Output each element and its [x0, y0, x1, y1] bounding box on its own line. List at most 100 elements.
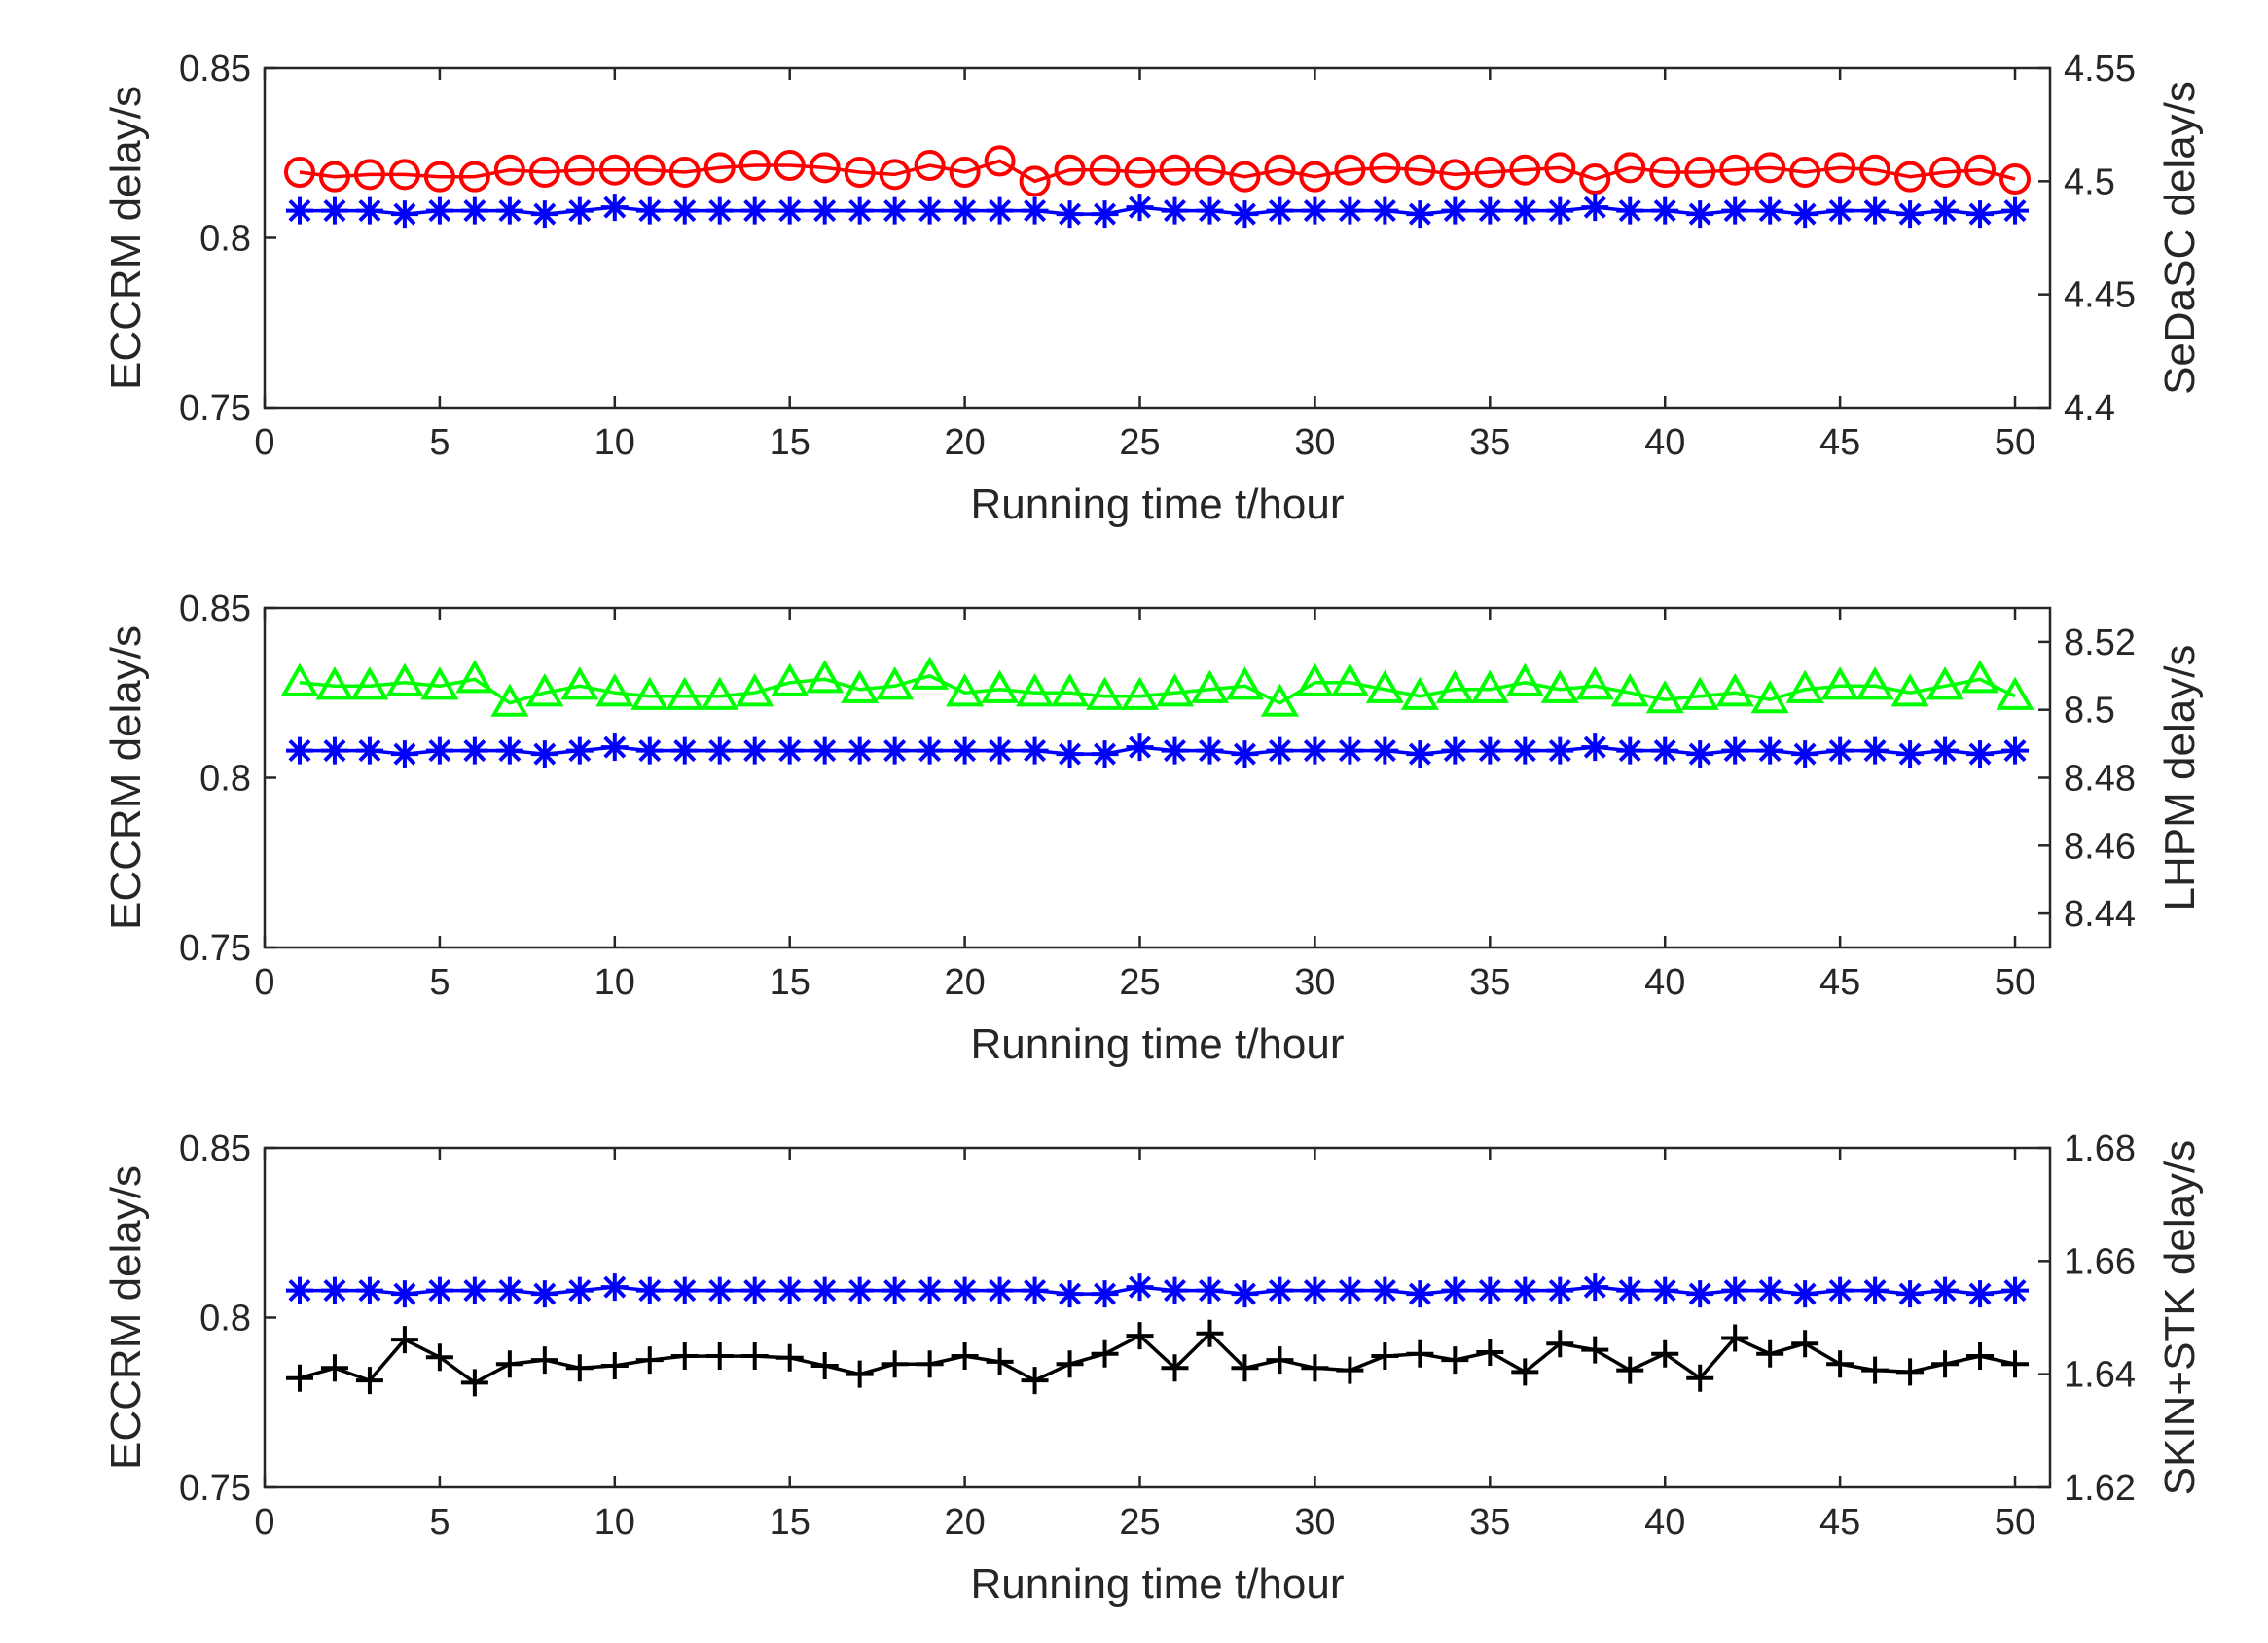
data-point	[1966, 740, 1995, 768]
data-point	[460, 736, 488, 765]
data-point	[705, 736, 734, 765]
x-tick-label: 45	[1819, 962, 1860, 1003]
data-point	[1054, 154, 1086, 186]
data-point	[1229, 161, 1261, 193]
chart-panel-2: 0 5 10 15 20 25 30 35 40 45 50 0.75 0.8 0.85 8.44 8.46 8…	[102, 589, 2204, 1068]
plot-frame	[263, 66, 2052, 410]
data-point	[1474, 157, 1506, 189]
data-point	[1371, 196, 1399, 225]
x-tick-label: 0	[254, 1502, 274, 1543]
data-point	[530, 1346, 558, 1375]
data-point	[740, 1276, 769, 1304]
data-point	[1406, 740, 1434, 768]
x-tick-label: 15	[770, 422, 810, 463]
data-point	[285, 1364, 313, 1392]
data-point	[916, 196, 944, 225]
data-point	[425, 736, 453, 765]
data-point	[1371, 1342, 1399, 1371]
data-point	[530, 200, 558, 229]
data-point	[1791, 1280, 1819, 1308]
series-line	[299, 673, 2016, 705]
data-point	[1404, 154, 1436, 186]
data-point	[1511, 196, 1539, 225]
data-point	[846, 1276, 874, 1304]
data-point	[1439, 159, 1471, 191]
data-point	[390, 200, 418, 229]
data-point	[1016, 673, 1055, 707]
y-axis-title-right: SeDaSC delay/s	[2156, 81, 2204, 395]
x-tick-label: 40	[1644, 1502, 1685, 1543]
data-point	[385, 662, 424, 696]
x-tick-label: 35	[1469, 962, 1510, 1003]
data-point	[775, 1343, 804, 1372]
data-point	[1406, 1280, 1434, 1308]
data-point	[355, 196, 383, 225]
data-point	[458, 161, 490, 193]
x-tick-label: 5	[429, 962, 450, 1003]
data-point	[355, 1367, 383, 1395]
data-point	[1721, 196, 1749, 225]
data-point	[1651, 736, 1679, 765]
data-point	[810, 736, 839, 765]
data-point	[630, 676, 669, 710]
y-tick-label-left: 0.75	[179, 388, 251, 429]
data-point	[986, 1347, 1014, 1375]
data-point	[1301, 736, 1329, 765]
data-point	[1476, 1338, 1504, 1366]
data-point	[390, 1280, 418, 1308]
data-point	[1931, 1276, 1960, 1304]
data-point	[986, 736, 1014, 765]
data-point	[1126, 194, 1154, 222]
data-point	[775, 1276, 804, 1304]
data-point	[315, 666, 354, 700]
data-point	[1091, 200, 1119, 229]
y-tick-label-right: 1.62	[2064, 1468, 2136, 1509]
data-point	[1931, 1350, 1960, 1378]
data-point	[1791, 1330, 1819, 1358]
data-point	[775, 736, 804, 765]
data-point	[1196, 1319, 1224, 1347]
data-point	[740, 736, 769, 765]
data-point	[388, 159, 420, 191]
data-point	[881, 1276, 909, 1304]
data-point	[1406, 1339, 1434, 1368]
data-point	[495, 196, 523, 225]
data-point	[1890, 673, 1929, 707]
data-point	[1266, 1346, 1294, 1375]
data-point	[635, 1346, 664, 1375]
data-point	[600, 1273, 629, 1302]
data-point	[1999, 163, 2032, 196]
data-point	[809, 152, 841, 184]
y-tick-label-right: 8.52	[2064, 623, 2136, 663]
chart-panel-1: 0 5 10 15 20 25 30 35 40 45 50 0.75 0.8 0.85 4.4 4.45 4.…	[102, 49, 2204, 528]
data-point	[1301, 196, 1329, 225]
data-point	[986, 1276, 1014, 1304]
data-point	[1616, 736, 1644, 765]
data-point	[1196, 196, 1224, 225]
data-point	[420, 666, 459, 700]
data-point	[946, 673, 985, 707]
data-point	[1056, 740, 1084, 768]
y-tick-label-right: 8.44	[2064, 894, 2136, 935]
data-point	[1190, 669, 1230, 703]
data-point	[1756, 196, 1784, 225]
y-tick-label-left: 0.8	[199, 1299, 251, 1339]
data-point	[1546, 1330, 1574, 1358]
data-point	[1546, 736, 1574, 765]
data-point	[320, 1276, 348, 1304]
data-point	[635, 1276, 664, 1304]
data-point	[668, 157, 701, 189]
data-point	[495, 736, 523, 765]
data-point	[841, 669, 880, 703]
y-axis-title-right: SKIN+STK delay/s	[2156, 1140, 2204, 1496]
data-point	[1266, 196, 1294, 225]
y-tick-label-right: 8.48	[2064, 759, 2136, 800]
data-point	[1509, 154, 1541, 186]
data-point	[1931, 196, 1960, 225]
data-point	[986, 196, 1014, 225]
data-point	[775, 196, 804, 225]
data-point	[460, 1369, 488, 1397]
plot-frame	[263, 606, 2052, 949]
data-point	[1581, 733, 1609, 762]
data-point	[1896, 1280, 1925, 1308]
